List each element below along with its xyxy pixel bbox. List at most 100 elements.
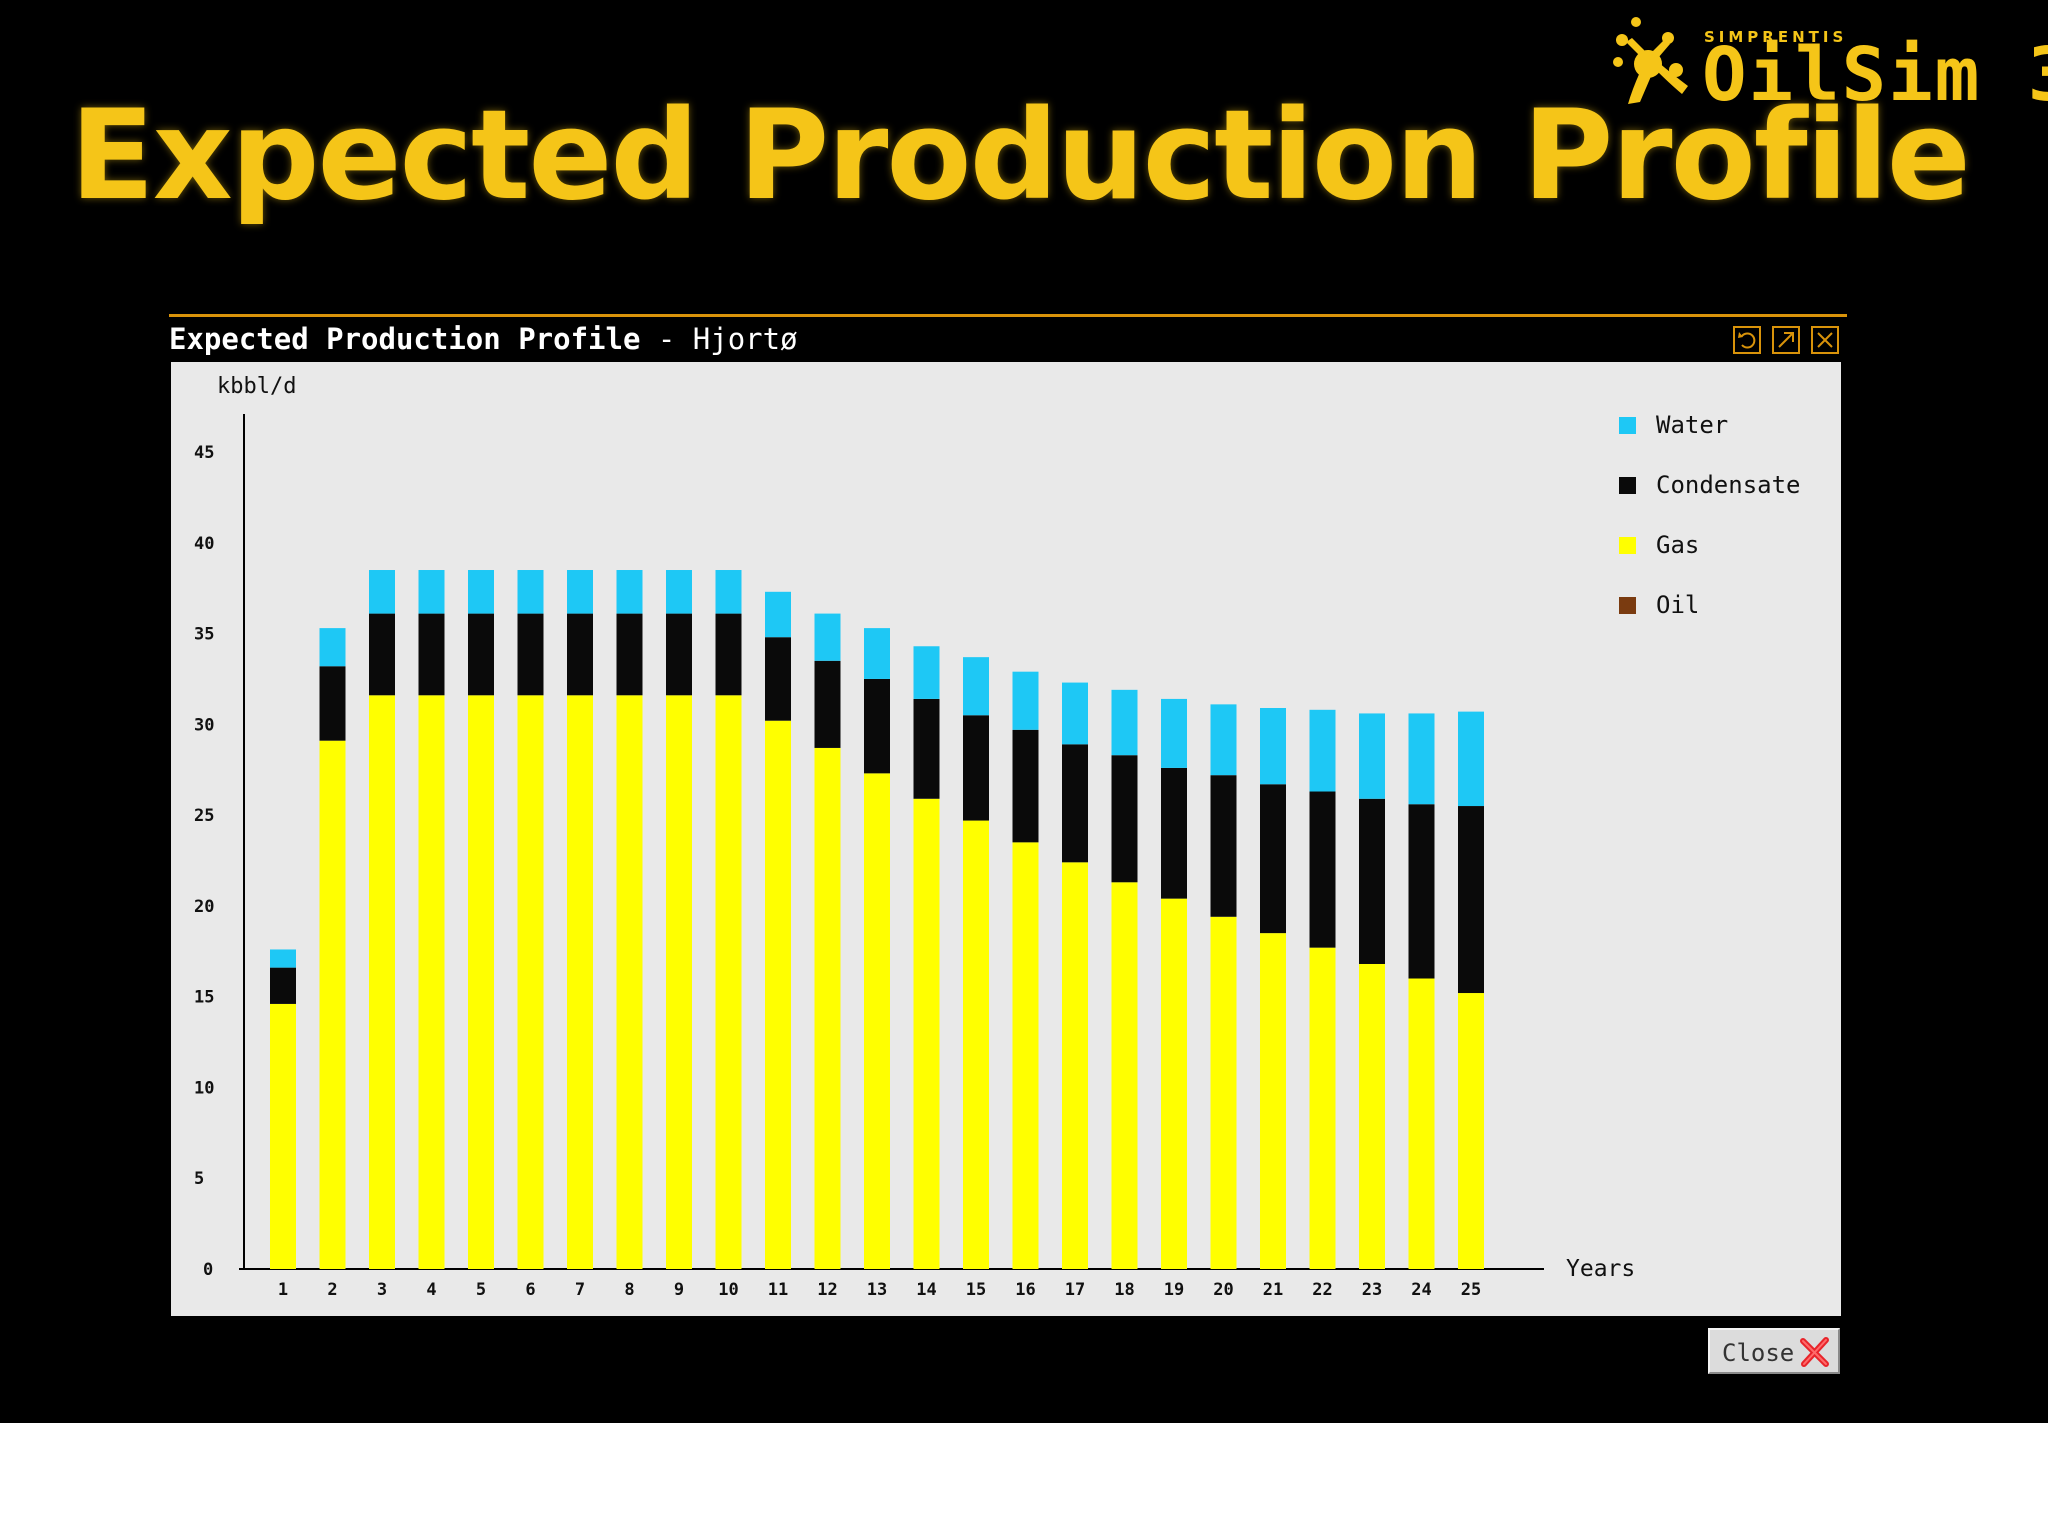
legend-label-gas: Gas	[1656, 531, 1699, 559]
window-title-field: - Hjortø	[640, 322, 798, 356]
x-tick-label: 14	[916, 1280, 936, 1300]
x-tick-label: 17	[1065, 1280, 1085, 1300]
y-tick-label: 40	[194, 534, 214, 554]
close-button[interactable]: Close	[1708, 1328, 1840, 1374]
bar-condensate-year-8	[616, 613, 643, 696]
chart-panel: kbbl/d Years 0 5 10 15 20 25 30 35 40 45 1 2 3 4 5 6 7 8 9 10…	[171, 362, 1841, 1316]
oilsim-logo: SIMPRENTIS OilSim 3	[1610, 12, 2048, 118]
x-tick-label: 22	[1312, 1280, 1332, 1300]
bar-condensate-year-22	[1309, 791, 1336, 948]
bar-water-year-20	[1210, 704, 1237, 776]
legend-label-oil: Oil	[1656, 591, 1699, 619]
legend-label-water: Water	[1656, 411, 1728, 439]
bar-gas-year-21	[1260, 933, 1286, 1269]
y-tick-label: 45	[194, 443, 214, 463]
close-x-icon	[1817, 332, 1833, 348]
splash-logo-icon	[1613, 17, 1688, 104]
bar-gas-year-9	[666, 695, 692, 1269]
x-tick-label: 11	[768, 1280, 788, 1300]
y-tick-label: 30	[194, 715, 214, 735]
bar-water-year-4	[418, 570, 445, 614]
x-tick-label: 23	[1362, 1280, 1382, 1300]
bar-gas-year-20	[1210, 916, 1237, 1269]
bar-gas-year-18	[1111, 882, 1138, 1269]
y-tick-label: 5	[194, 1169, 204, 1189]
bar-condensate-year-16	[1012, 729, 1039, 843]
bar-gas-year-1	[270, 1003, 296, 1269]
bar-condensate-year-20	[1210, 775, 1237, 917]
x-axis-label: Years	[1566, 1256, 1635, 1282]
bar-water-year-24	[1408, 713, 1435, 805]
close-window-button[interactable]	[1811, 326, 1839, 354]
bar-condensate-year-5	[468, 613, 494, 696]
bar-gas-year-5	[468, 695, 494, 1269]
bar-condensate-year-15	[963, 715, 989, 821]
bar-water-year-22	[1309, 709, 1336, 792]
bar-gas-year-22	[1309, 947, 1336, 1269]
maximize-window-button[interactable]	[1772, 326, 1800, 354]
x-tick-label: 21	[1263, 1280, 1283, 1300]
x-tick-label: 13	[867, 1280, 887, 1300]
bar-gas-year-7	[567, 695, 593, 1269]
bar-condensate-year-25	[1458, 806, 1484, 994]
x-tick-label: 25	[1461, 1280, 1481, 1300]
bar-gas-year-10	[715, 695, 742, 1269]
bar-condensate-year-17	[1062, 744, 1088, 863]
x-tick-label: 4	[426, 1280, 436, 1300]
bar-water-year-25	[1458, 711, 1484, 807]
restore-window-button[interactable]	[1733, 326, 1761, 354]
x-tick-label: 20	[1213, 1280, 1233, 1300]
bar-condensate-year-1	[270, 967, 296, 1004]
x-tick-label: 10	[718, 1280, 738, 1300]
bar-condensate-year-4	[418, 613, 445, 696]
y-tick-label: 25	[194, 806, 214, 826]
bar-gas-year-12	[814, 747, 841, 1269]
bar-water-year-13	[864, 628, 890, 679]
y-tick-label: 15	[194, 988, 214, 1008]
legend-swatch-water	[1619, 417, 1636, 434]
bar-water-year-18	[1111, 689, 1138, 756]
bar-condensate-year-12	[814, 660, 841, 748]
logo-product-text: OilSim 3	[1702, 32, 2048, 118]
y-tick-label: 35	[194, 625, 214, 645]
bar-condensate-year-24	[1408, 804, 1435, 979]
bar-water-year-10	[715, 570, 742, 614]
bar-condensate-year-7	[567, 613, 593, 696]
x-tick-label: 7	[575, 1280, 585, 1300]
x-tick-label: 15	[966, 1280, 986, 1300]
bar-condensate-year-21	[1260, 784, 1286, 934]
bar-gas-year-8	[616, 695, 643, 1269]
x-tick-label: 1	[278, 1280, 288, 1300]
window-title: Expected Production Profile - Hjortø	[169, 320, 798, 358]
logo-brand-text: SIMPRENTIS	[1704, 28, 1848, 46]
bar-water-year-3	[369, 570, 395, 614]
bar-condensate-year-19	[1161, 767, 1187, 899]
bar-condensate-year-9	[666, 613, 692, 696]
bar-condensate-year-13	[864, 678, 890, 774]
window-top-border	[169, 314, 1847, 317]
x-tick-label: 5	[476, 1280, 486, 1300]
bar-water-year-7	[567, 570, 593, 614]
bar-gas-year-15	[963, 820, 989, 1269]
slide-title: Expected Production Profile	[70, 84, 1971, 228]
close-button-label: Close	[1722, 1339, 1795, 1367]
legend-swatch-gas	[1619, 537, 1636, 554]
bar-condensate-year-23	[1359, 798, 1385, 964]
y-axis-label: kbbl/d	[217, 374, 296, 399]
bar-water-year-17	[1062, 682, 1088, 745]
bar-water-year-23	[1359, 713, 1385, 799]
undo-arrow-icon	[1738, 332, 1756, 349]
x-tick-label: 12	[817, 1280, 837, 1300]
x-tick-label: 19	[1164, 1280, 1184, 1300]
bar-water-year-21	[1260, 707, 1286, 785]
bar-water-year-16	[1012, 671, 1039, 730]
bar-condensate-year-10	[715, 613, 742, 696]
bar-water-year-1	[270, 949, 296, 968]
bar-gas-year-19	[1161, 898, 1187, 1269]
bar-gas-year-3	[369, 695, 395, 1269]
bar-water-year-15	[963, 657, 989, 716]
y-tick-label: 0	[203, 1260, 213, 1280]
x-tick-label: 3	[377, 1280, 387, 1300]
bar-condensate-year-2	[319, 666, 346, 741]
